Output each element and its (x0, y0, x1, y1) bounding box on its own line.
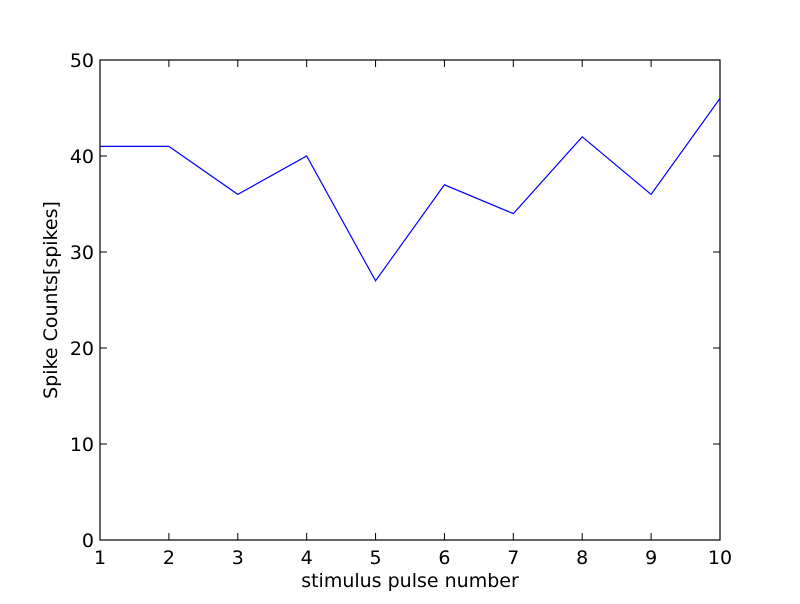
x-tick-label: 10 (708, 547, 732, 569)
y-tick-label: 50 (70, 50, 94, 72)
x-axis-label: stimulus pulse number (301, 570, 519, 592)
x-tick-label: 7 (507, 547, 519, 569)
plot-area (100, 60, 720, 540)
y-tick-label: 40 (70, 146, 94, 168)
x-tick-label: 5 (370, 547, 382, 569)
x-tick-label: 6 (438, 547, 450, 569)
x-tick-label: 8 (576, 547, 588, 569)
x-tick-label: 3 (232, 547, 244, 569)
y-tick-label: 20 (70, 338, 94, 360)
x-tick-label: 2 (163, 547, 175, 569)
y-axis-label: Spike Counts[spikes] (40, 201, 62, 399)
y-tick-label: 0 (82, 530, 94, 552)
y-tick-label: 30 (70, 242, 94, 264)
y-tick-label: 10 (70, 434, 94, 456)
x-tick-label: 9 (645, 547, 657, 569)
x-tick-label: 1 (94, 547, 106, 569)
x-tick-label: 4 (301, 547, 313, 569)
